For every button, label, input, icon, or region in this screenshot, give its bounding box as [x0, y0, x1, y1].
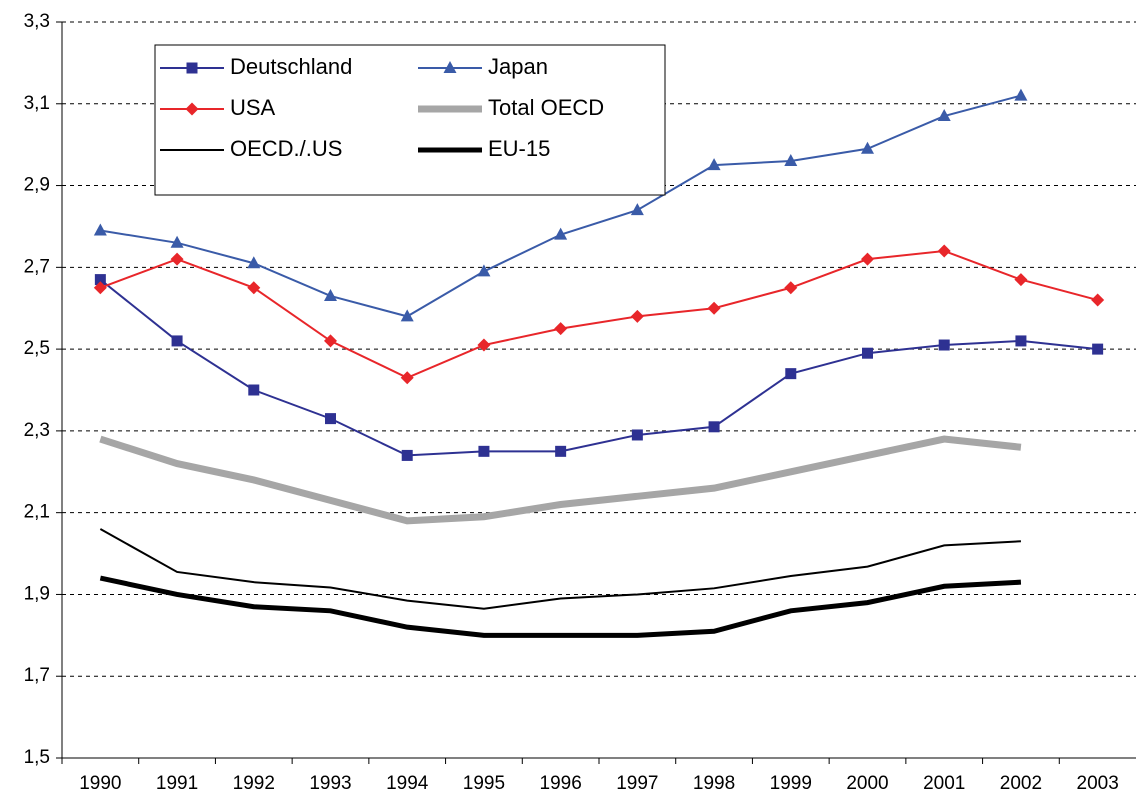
x-tick-label: 1990 — [79, 773, 121, 794]
y-tick-label: 3,1 — [24, 93, 50, 114]
marker — [861, 252, 874, 266]
marker — [630, 203, 644, 216]
marker — [554, 227, 568, 240]
marker — [784, 281, 798, 295]
marker — [170, 252, 184, 266]
marker — [708, 421, 720, 433]
marker — [784, 154, 798, 167]
x-tick-label: 1993 — [309, 773, 351, 794]
x-tick-label: 1995 — [463, 773, 505, 794]
series-line — [100, 249, 1098, 379]
y-tick-label: 2,3 — [24, 420, 50, 441]
marker — [1091, 293, 1105, 307]
marker — [707, 301, 721, 315]
x-tick-label: 1999 — [770, 773, 812, 794]
marker — [785, 368, 797, 380]
marker — [477, 264, 491, 277]
marker — [94, 274, 106, 286]
marker — [937, 244, 951, 258]
x-tick-label: 1998 — [693, 773, 735, 794]
marker — [1014, 273, 1028, 287]
marker — [862, 347, 873, 359]
marker — [93, 223, 107, 236]
series-line — [99, 528, 1021, 610]
legend-label: USA — [230, 95, 276, 120]
legend: Deutschland Japan USA Total OECD OECD./.US EU… — [154, 44, 666, 196]
y-tick-label: 2,1 — [24, 502, 50, 523]
y-tick-label: 1,5 — [24, 747, 50, 768]
legend-box — [154, 44, 666, 196]
marker — [401, 449, 413, 461]
legend-label: EU-15 — [488, 136, 550, 161]
x-tick-label: 2001 — [923, 773, 965, 794]
marker — [937, 109, 951, 122]
marker — [93, 281, 107, 295]
legend-label: Total OECD — [488, 95, 604, 120]
marker — [861, 141, 874, 154]
y-tick-label: 2,5 — [24, 338, 50, 359]
marker — [185, 102, 199, 116]
marker — [707, 158, 721, 171]
marker — [1014, 88, 1028, 101]
y-tick-label: 2,9 — [24, 175, 50, 196]
y-tick-label: 2,7 — [24, 256, 50, 277]
marker — [170, 235, 184, 248]
marker — [938, 339, 950, 351]
marker — [1092, 343, 1104, 355]
marker — [400, 371, 414, 385]
x-tick-label: 2000 — [846, 773, 888, 794]
marker — [325, 413, 336, 425]
marker — [1015, 335, 1027, 347]
marker — [247, 256, 261, 269]
y-tick-label: 3,3 — [24, 11, 50, 32]
x-tick-label: 1996 — [540, 773, 582, 794]
legend-label: OECD./.US — [230, 136, 342, 161]
marker — [477, 338, 491, 352]
y-tick-label: 1,7 — [24, 665, 50, 686]
marker — [247, 281, 261, 295]
legend-label: Japan — [488, 54, 548, 79]
marker — [248, 384, 260, 396]
marker — [186, 62, 198, 74]
series-line — [99, 278, 1098, 457]
legend-label: Deutschland — [230, 54, 352, 79]
series-line — [99, 575, 1022, 638]
marker — [443, 61, 457, 73]
marker — [555, 445, 567, 457]
x-tick-label: 1994 — [386, 773, 429, 794]
y-tick-label: 1,9 — [24, 583, 50, 604]
x-tick-label: 2003 — [1077, 773, 1119, 794]
x-tick-label: 2002 — [1000, 773, 1042, 794]
marker — [631, 429, 643, 441]
series-line — [99, 435, 1022, 525]
marker — [400, 309, 414, 322]
marker — [630, 309, 644, 323]
marker — [478, 445, 490, 457]
marker — [324, 288, 337, 301]
x-tick-label: 1992 — [233, 773, 275, 794]
marker — [324, 334, 337, 348]
x-tick-label: 1997 — [616, 773, 658, 794]
marker — [554, 322, 568, 336]
marker — [171, 335, 183, 347]
x-tick-label: 1991 — [156, 773, 198, 794]
